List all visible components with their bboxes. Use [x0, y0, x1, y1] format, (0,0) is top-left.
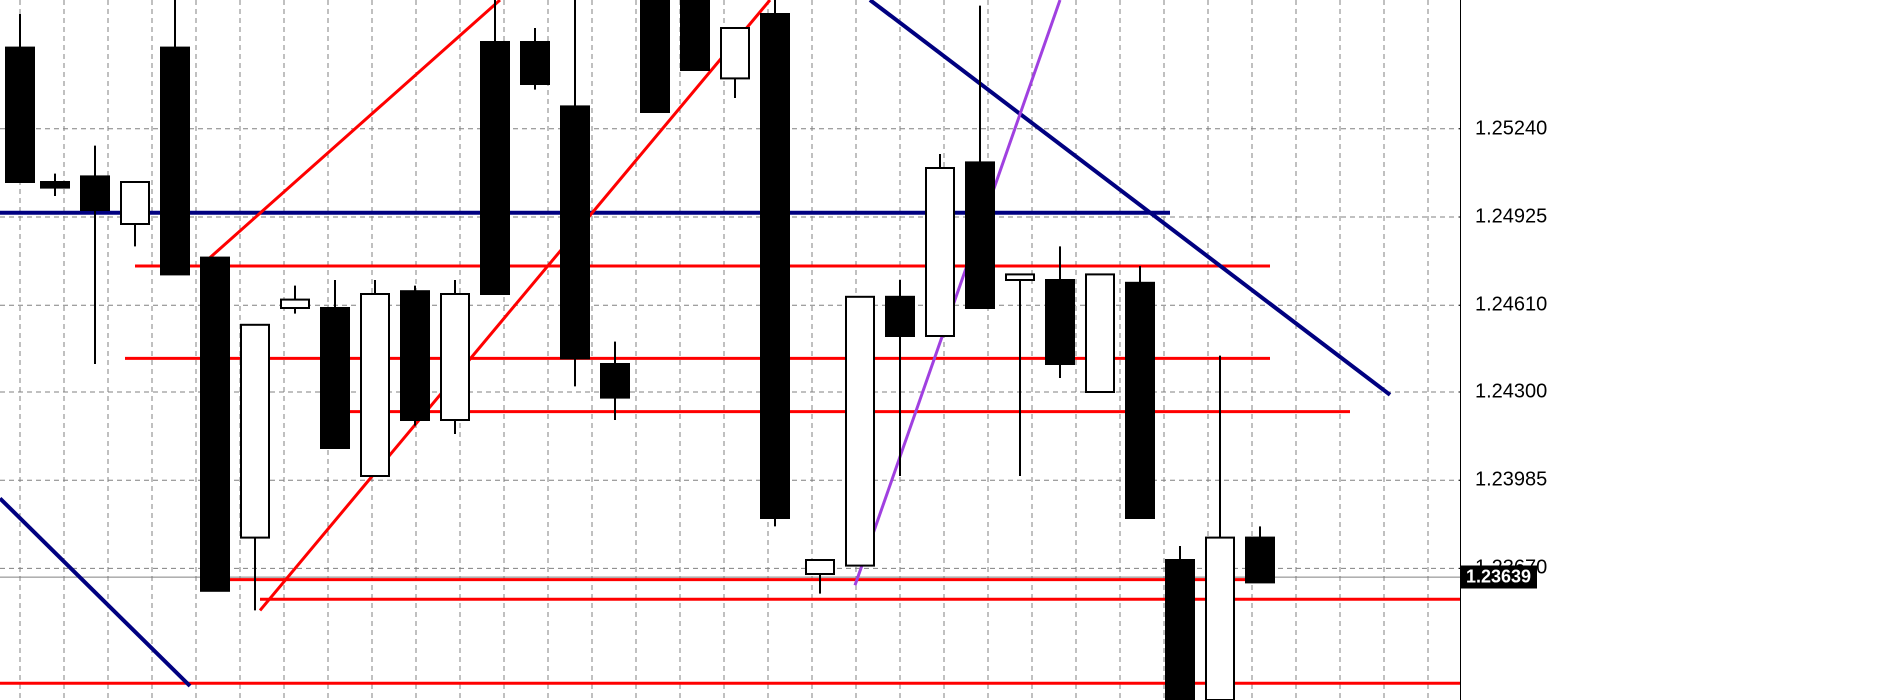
- price-tick-label: 1.24300: [1475, 381, 1547, 404]
- price-tick-label: 1.24925: [1475, 206, 1547, 229]
- chart-canvas: [0, 0, 1460, 700]
- price-tick-label: 1.23985: [1475, 469, 1547, 492]
- price-tick-label: 1.24610: [1475, 294, 1547, 317]
- current-price-tag: 1.23639: [1460, 566, 1537, 589]
- price-tick-label: 1.25240: [1475, 117, 1547, 140]
- price-axis: 1.25240 1.24925 1.24610 1.24300 1.23985 1.236…: [1460, 0, 1600, 700]
- candlestick-chart[interactable]: [0, 0, 1461, 700]
